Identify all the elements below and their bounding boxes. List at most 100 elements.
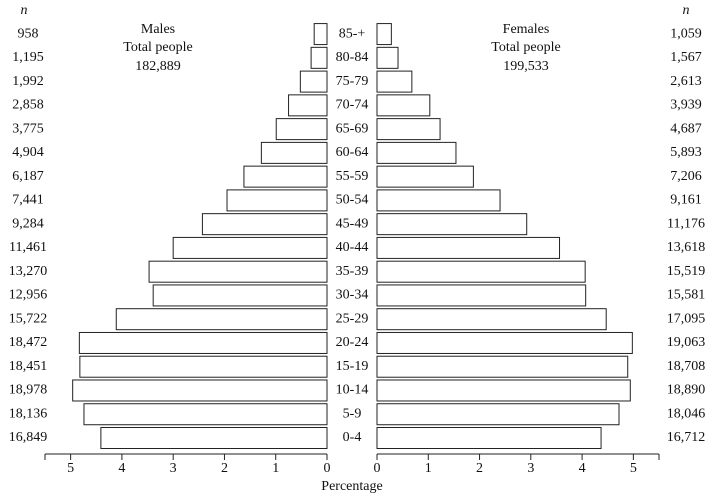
count-label: 1,992: [12, 74, 44, 89]
count-label: 1,195: [12, 50, 44, 65]
bar: [376, 118, 441, 141]
bar: [226, 189, 328, 212]
bar: [376, 23, 392, 46]
bar: [79, 355, 328, 378]
count-header: n: [683, 3, 690, 18]
age-label: 75-79: [336, 74, 369, 89]
age-label: 40-44: [336, 240, 369, 255]
count-label: 15,581: [667, 288, 706, 303]
count-label: 18,472: [9, 335, 48, 350]
x-tick-label: 3: [527, 461, 534, 476]
count-label: 18,978: [9, 383, 48, 398]
bar: [376, 403, 620, 426]
bar: [148, 260, 328, 283]
count-label: 4,687: [670, 121, 702, 136]
count-label: 17,095: [667, 311, 706, 326]
count-label: 18,890: [667, 383, 706, 398]
count-label: 18,136: [9, 406, 48, 421]
x-tick-label: 4: [118, 461, 125, 476]
age-label: 20-24: [336, 335, 369, 350]
bar: [275, 118, 328, 141]
bar: [78, 331, 328, 354]
bar: [376, 355, 629, 378]
x-tick-label: 1: [272, 461, 279, 476]
count-label: 11,461: [9, 240, 47, 255]
age-label: 0-4: [343, 430, 362, 445]
bar: [288, 94, 328, 117]
count-label: 13,618: [667, 240, 706, 255]
bar: [376, 236, 561, 259]
count-label: 16,712: [667, 430, 706, 445]
count-label: 3,939: [670, 98, 702, 113]
count-label: 958: [18, 26, 39, 41]
bar: [243, 165, 328, 188]
count-label: 1,059: [670, 26, 702, 41]
count-label: 13,270: [9, 264, 48, 279]
bar: [376, 379, 631, 402]
count-label: 9,284: [12, 216, 44, 231]
count-label: 11,176: [667, 216, 705, 231]
x-axis-label: Percentage: [321, 479, 382, 494]
total-value: 199,533: [503, 59, 549, 74]
bar: [376, 308, 607, 331]
age-label: 70-74: [336, 98, 369, 113]
age-label: 35-39: [336, 264, 369, 279]
total-value: 182,889: [135, 59, 181, 74]
bar: [376, 141, 457, 164]
x-tick-label: 0: [324, 461, 331, 476]
bar: [376, 165, 474, 188]
count-label: 6,187: [12, 169, 44, 184]
bar: [376, 331, 633, 354]
bar: [376, 189, 501, 212]
count-label: 7,206: [670, 169, 702, 184]
bar: [299, 70, 328, 93]
bar: [313, 23, 328, 46]
bar: [310, 46, 328, 69]
bar: [376, 260, 586, 283]
age-label: 10-14: [336, 383, 369, 398]
count-label: 2,858: [12, 98, 44, 113]
count-label: 19,063: [667, 335, 706, 350]
count-label: 3,775: [12, 121, 44, 136]
total-label: Total people: [491, 40, 560, 55]
age-label: 80-84: [336, 50, 369, 65]
x-tick-label: 1: [425, 461, 432, 476]
bar: [376, 427, 602, 449]
age-label: 55-59: [336, 169, 369, 184]
count-label: 18,046: [667, 406, 706, 421]
x-tick-label: 0: [374, 461, 381, 476]
age-label: 30-34: [336, 288, 369, 303]
count-label: 15,722: [9, 311, 48, 326]
count-header: n: [21, 3, 28, 18]
bar: [260, 141, 328, 164]
age-label: 5-9: [343, 406, 362, 421]
bar: [376, 213, 528, 236]
count-label: 4,904: [12, 145, 44, 160]
age-label: 45-49: [336, 216, 369, 231]
bar: [376, 46, 399, 69]
x-tick-label: 5: [630, 461, 637, 476]
series-name: Females: [503, 22, 550, 37]
count-label: 1,567: [670, 50, 702, 65]
bar: [172, 236, 328, 259]
age-label: 15-19: [336, 359, 369, 374]
count-label: 7,441: [12, 193, 44, 208]
x-tick-label: 2: [476, 461, 483, 476]
series-name: Males: [141, 22, 175, 37]
age-label: 25-29: [336, 311, 369, 326]
x-tick-label: 4: [579, 461, 586, 476]
x-tick-label: 5: [67, 461, 74, 476]
age-label: 85-+: [339, 26, 366, 41]
bar: [72, 379, 328, 402]
age-label: 65-69: [336, 121, 369, 136]
bar: [376, 94, 431, 117]
bar: [376, 284, 587, 307]
bar: [83, 403, 328, 426]
count-label: 18,451: [9, 359, 48, 374]
count-label: 2,613: [670, 74, 702, 89]
total-label: Total people: [123, 40, 192, 55]
x-tick-label: 2: [221, 461, 228, 476]
count-label: 5,893: [670, 145, 702, 160]
bar: [152, 284, 328, 307]
bar: [376, 70, 413, 93]
